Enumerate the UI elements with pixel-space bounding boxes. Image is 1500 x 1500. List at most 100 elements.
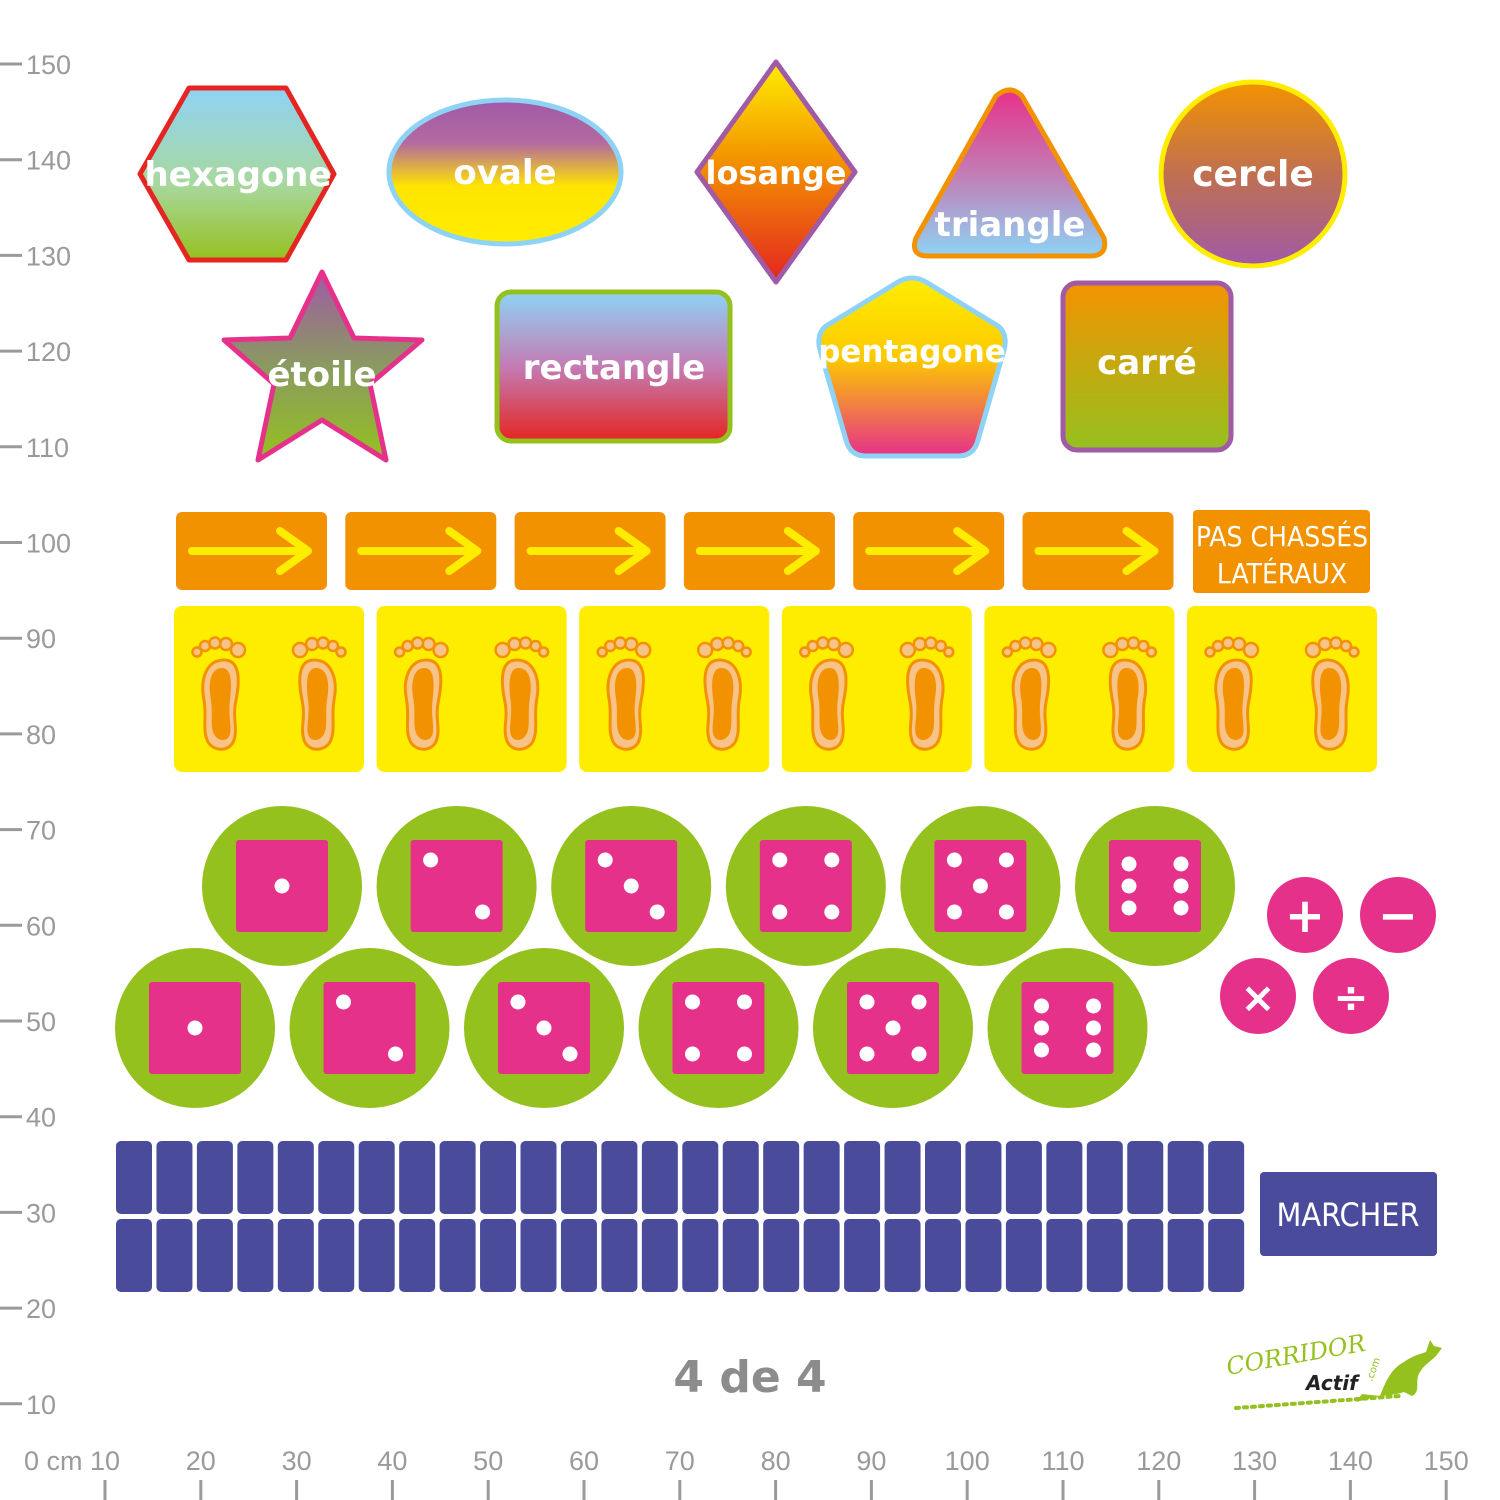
walk-tile — [399, 1141, 436, 1214]
shape-label-carre: carré — [1097, 343, 1197, 383]
ruler-mark-h: 0 cm 10 — [24, 1446, 120, 1500]
walk-tile — [884, 1219, 921, 1292]
die-face-icon — [847, 982, 939, 1074]
ruler-label-v: 130 — [26, 241, 71, 271]
arrow-right-icon — [188, 527, 312, 575]
operator-divide-symbol: ÷ — [1333, 973, 1368, 1022]
die-pip — [1173, 900, 1189, 916]
walk-tile — [1127, 1219, 1164, 1292]
walk-tile — [884, 1141, 921, 1214]
ruler-label-h: 70 — [665, 1446, 695, 1476]
walk-tile — [1005, 1141, 1042, 1214]
ruler-mark-h: 50 — [473, 1446, 503, 1500]
footprint-tile — [781, 606, 972, 772]
die-tile — [638, 948, 799, 1108]
die-tile — [900, 806, 1061, 966]
ruler-label-h: 0 cm 10 — [24, 1446, 120, 1476]
arrow-right-icon — [357, 527, 482, 575]
ruler-label-v: 150 — [26, 50, 71, 80]
walk-tile — [844, 1219, 881, 1292]
die-pip — [649, 904, 665, 920]
die-tile — [987, 948, 1148, 1108]
walk-tile — [925, 1219, 961, 1292]
die-pip — [562, 1046, 578, 1062]
walk-tile — [399, 1219, 436, 1292]
shape-losange: losange — [694, 59, 858, 285]
footprint-tile — [174, 606, 364, 772]
ruler-mark-h: 30 — [282, 1446, 312, 1500]
horizontal-ruler: 0 cm 10 20 30 40 50 60 70 80 90 100 110 120 130 140 15… — [24, 1446, 1469, 1500]
walk-tile — [520, 1141, 557, 1214]
ruler-mark-h: 20 — [186, 1446, 216, 1500]
shape-carre: carré — [1060, 280, 1234, 453]
operator-minus: − — [1360, 877, 1436, 953]
die-face-icon — [323, 982, 416, 1074]
die-tile — [115, 948, 275, 1108]
walk-tiles — [116, 1141, 1245, 1292]
die-pip — [1034, 998, 1049, 1014]
ruler-label-v: 100 — [26, 529, 71, 559]
die-tile — [202, 806, 362, 966]
die-face-icon — [759, 840, 852, 932]
walk-tile — [641, 1141, 678, 1214]
walk-tile — [1046, 1141, 1083, 1214]
walk-tile — [722, 1219, 759, 1292]
operator-minus-symbol: − — [1378, 888, 1418, 944]
arrow-tile — [176, 512, 327, 590]
die-pip — [911, 994, 927, 1010]
shape-label-etoile: étoile — [267, 355, 376, 395]
walk-tile — [1086, 1219, 1123, 1292]
operator-times-symbol: × — [1240, 973, 1275, 1022]
ruler-label-h: 150 — [1424, 1446, 1469, 1476]
walk-tile — [116, 1219, 152, 1292]
ruler-mark-h: 90 — [856, 1446, 886, 1500]
die-pip — [859, 994, 875, 1010]
walk-tile — [358, 1141, 395, 1214]
die-pip — [1173, 878, 1189, 894]
ruler-mark-v: 90 — [0, 624, 56, 654]
die-pip — [685, 994, 700, 1010]
logo-line2: Actif — [1304, 1371, 1360, 1395]
shape-label-triangle: triangle — [935, 205, 1086, 245]
walk-tile — [803, 1219, 840, 1292]
ruler-label-h: 30 — [282, 1446, 312, 1476]
arrow-tile — [853, 512, 1005, 590]
walk-tile — [965, 1141, 1002, 1214]
ruler-label-h: 40 — [377, 1446, 407, 1476]
shape-triangle: triangle — [912, 87, 1108, 259]
ruler-mark-v: 110 — [0, 433, 69, 463]
die-face-icon — [410, 840, 503, 932]
ruler-label-v: 140 — [26, 146, 71, 176]
die-face-icon — [1109, 840, 1201, 932]
die-face-icon — [149, 982, 241, 1074]
die-tile — [1075, 806, 1235, 966]
ruler-mark-v: 140 — [0, 146, 71, 176]
die-pip — [536, 1020, 552, 1036]
ruler-label-h: 90 — [856, 1446, 886, 1476]
walk-tile — [116, 1141, 152, 1214]
die-face-icon — [498, 982, 590, 1074]
ruler-mark-v: 30 — [0, 1198, 56, 1228]
die-pip — [946, 904, 962, 920]
die-pip — [1121, 900, 1137, 916]
ruler-mark-v: 40 — [0, 1103, 56, 1133]
shape-label-losange: losange — [706, 154, 847, 192]
die-tile — [464, 948, 624, 1108]
sidestep-caption-line2: LATÉRAUX — [1217, 556, 1347, 590]
walk-tile — [480, 1141, 517, 1214]
die-tile — [551, 806, 712, 966]
die-tile — [376, 806, 537, 966]
walk-tile — [1005, 1219, 1042, 1292]
walk-tile — [763, 1141, 800, 1214]
kangaroo-icon — [1356, 1340, 1442, 1402]
die-face-icon — [236, 840, 328, 932]
operator-plus: + — [1267, 877, 1343, 953]
walk-tile — [318, 1141, 355, 1214]
walk-tile — [1127, 1141, 1164, 1214]
walk-tile — [682, 1141, 719, 1214]
walk-tile — [196, 1141, 233, 1214]
ruler-label-v: 20 — [26, 1294, 56, 1324]
ruler-label-h: 130 — [1232, 1446, 1277, 1476]
footprint-tile — [376, 606, 567, 772]
walk-tile — [560, 1141, 597, 1214]
